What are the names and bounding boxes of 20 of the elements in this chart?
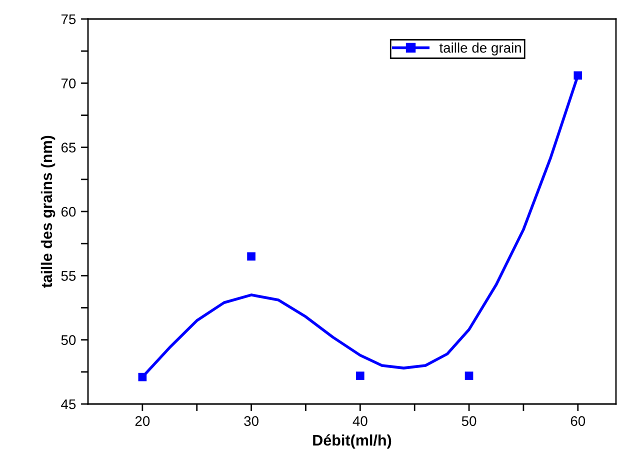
y-tick-label: 65 (61, 142, 76, 153)
x-tick-label: 60 (570, 416, 586, 426)
legend-label: taille de grain (439, 42, 521, 56)
y-axis-title: taille des grains (nm) (40, 136, 56, 288)
x-axis-title: Débit(ml/h) (313, 434, 392, 449)
x-tick-label: 50 (462, 416, 476, 426)
x-tick-label: 20 (135, 416, 150, 426)
y-tick-label: 55 (61, 271, 76, 281)
point (138, 372, 147, 382)
point (464, 372, 474, 380)
x-tick-label: 30 (244, 416, 258, 426)
y-tick-label: 75 (61, 14, 76, 24)
point (247, 252, 256, 261)
y-tick-label: 50 (61, 335, 76, 346)
y-tick-label: 70 (61, 78, 76, 88)
y-tick-label: 60 (61, 206, 76, 217)
x-tick-label: 40 (352, 416, 368, 426)
point (356, 372, 364, 380)
point (574, 71, 582, 80)
y-tick-label: 45 (61, 399, 76, 410)
